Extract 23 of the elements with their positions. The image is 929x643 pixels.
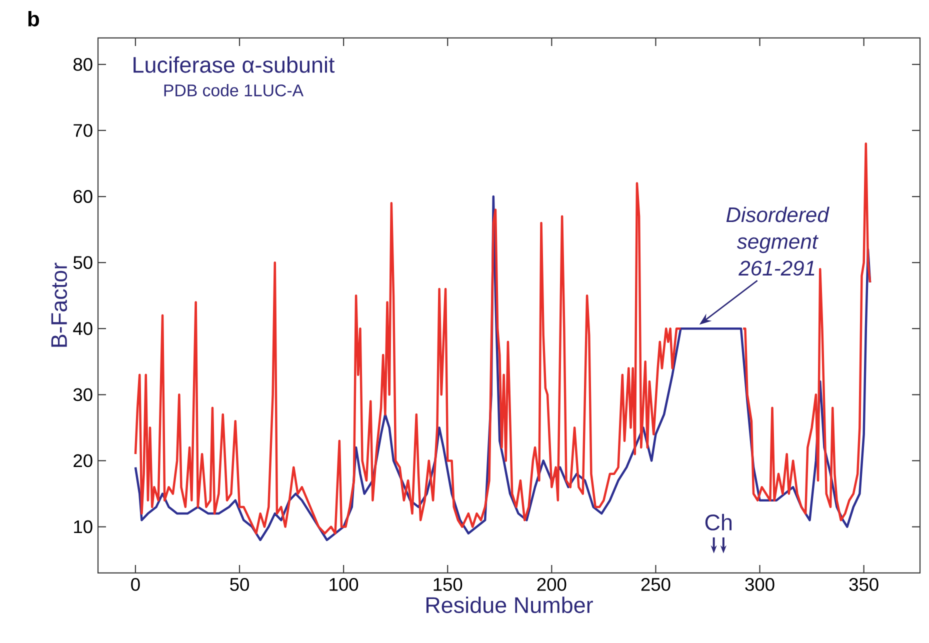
y-tick-label: 10 xyxy=(74,520,92,534)
x-tick-label: 300 xyxy=(745,578,774,591)
text: b xyxy=(28,10,39,26)
y-tick-label: 60 xyxy=(74,190,92,203)
x-tick-label: 0 xyxy=(131,578,140,591)
x-axis-title: Residue Number xyxy=(426,596,593,614)
x-tick-label: 100 xyxy=(330,578,358,591)
x-tick-label: 50 xyxy=(230,578,249,591)
y-tick-label: 20 xyxy=(74,454,92,468)
x-tick-label: 200 xyxy=(537,578,566,591)
text: Luciferase α-subunit xyxy=(134,56,335,73)
x-tick-label: 150 xyxy=(434,578,462,591)
annotation: Ch xyxy=(705,514,732,530)
y-tick-label: 40 xyxy=(73,322,92,336)
text: PDB code 1LUC-A xyxy=(164,84,304,96)
y-tick-label: 80 xyxy=(74,58,92,71)
x-tick-label: 350 xyxy=(849,578,878,591)
y-tick-label: 50 xyxy=(73,256,92,270)
y-axis-title: B-Factor xyxy=(51,262,68,347)
annotation: Disordered segment 261-291 xyxy=(726,206,830,276)
y-tick-label: 30 xyxy=(73,388,92,402)
x-tick-label: 250 xyxy=(641,578,670,591)
y-tick-label: 70 xyxy=(74,124,92,137)
